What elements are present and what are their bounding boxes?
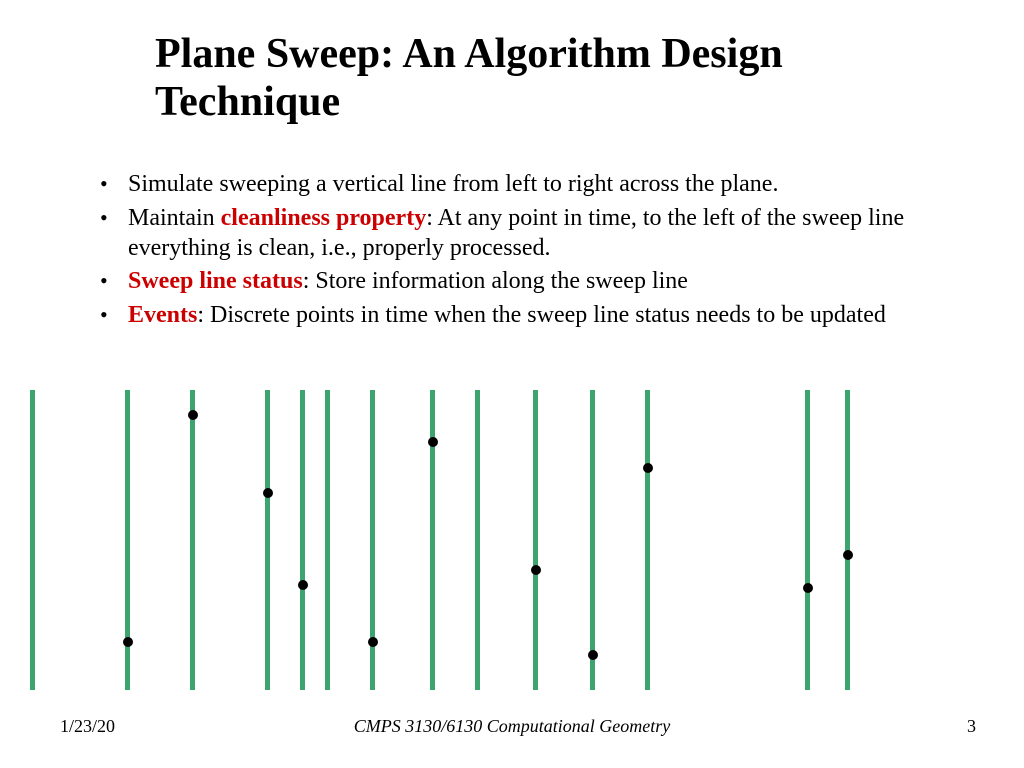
sweep-line [590,390,595,690]
sweep-line [475,390,480,690]
sweep-line [533,390,538,690]
event-point [843,550,853,560]
bullet-item: Simulate sweeping a vertical line from l… [90,170,960,200]
event-point [428,437,438,447]
bullet-keyword: Sweep line status [128,268,303,294]
event-point [298,580,308,590]
event-point [643,463,653,473]
sweep-line [30,390,35,690]
bullet-item: Events: Discrete points in time when the… [90,301,960,331]
sweep-line [325,390,330,690]
footer-course: CMPS 3130/6130 Computational Geometry [0,716,1024,737]
sweep-line [845,390,850,690]
event-point [123,637,133,647]
slide-title: Plane Sweep: An Algorithm Design Techniq… [155,30,915,127]
event-point [531,565,541,575]
event-point [263,488,273,498]
bullet-list: Simulate sweeping a vertical line from l… [90,170,960,335]
event-point [588,650,598,660]
footer-page-number: 3 [967,716,976,737]
event-point [803,583,813,593]
event-point [188,410,198,420]
bullet-item: Maintain cleanliness property: At any po… [90,204,960,264]
bullet-item: Sweep line status: Store information alo… [90,267,960,297]
bullet-text: : Store information along the sweep line [303,268,688,294]
bullet-keyword: cleanliness property [221,205,427,231]
bullet-text: Simulate sweeping a vertical line from l… [128,171,778,197]
sweep-line [430,390,435,690]
sweep-line [645,390,650,690]
slide-footer: 1/23/20 CMPS 3130/6130 Computational Geo… [0,716,1024,740]
sweep-line [300,390,305,690]
sweep-line [805,390,810,690]
bullet-text: Maintain [128,205,221,231]
sweep-line [265,390,270,690]
event-point [368,637,378,647]
sweep-diagram [30,390,1000,700]
bullet-text: : Discrete points in time when the sweep… [197,302,886,328]
bullet-keyword: Events [128,302,197,328]
sweep-line [190,390,195,690]
